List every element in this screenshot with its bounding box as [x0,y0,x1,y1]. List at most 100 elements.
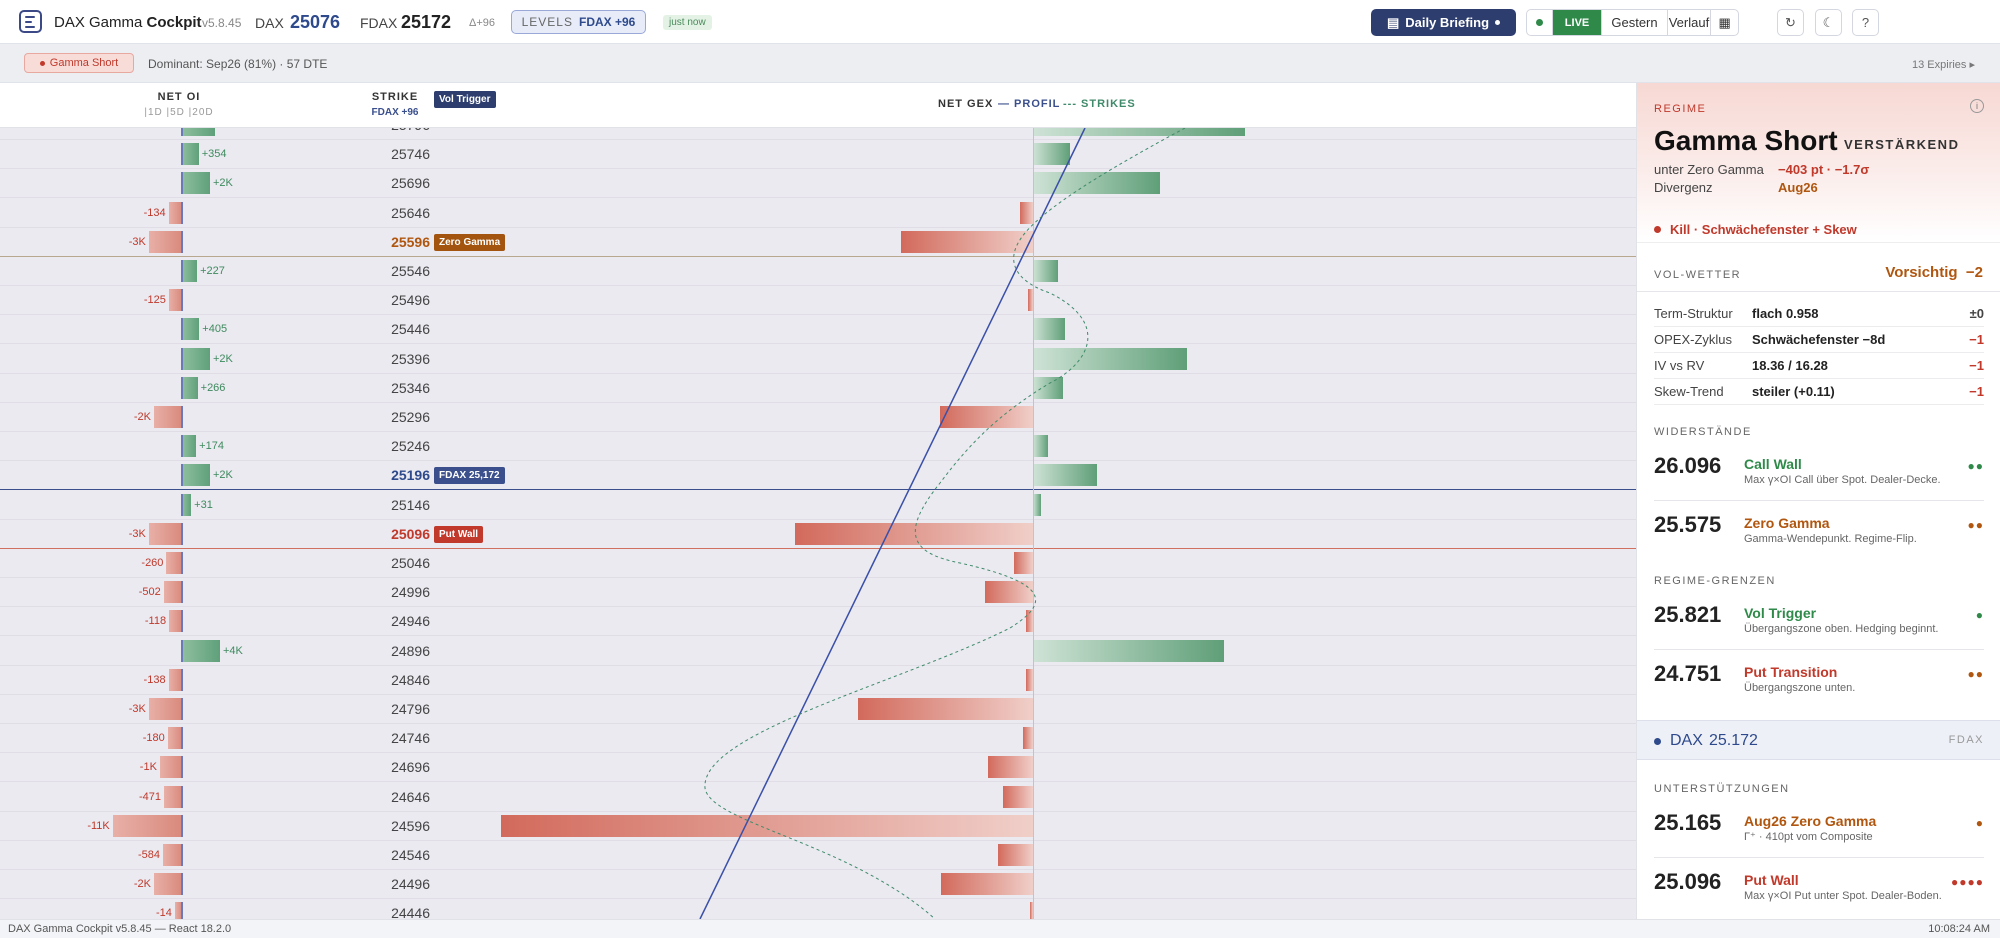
oi-bar [166,552,182,574]
ladder-row[interactable]: -118 24946 [0,607,1636,637]
oi-bar [182,639,220,662]
oi-axis [181,727,183,750]
expiries-toggle[interactable]: 13 Expiries ▸ [1912,59,1975,71]
ladder-row[interactable]: -2K 24496 [0,870,1636,900]
briefing-dot-icon [1495,20,1501,25]
ladder-row[interactable]: -584 24546 [0,841,1636,870]
verlauf-button[interactable]: Verlauf [1668,10,1712,35]
strike-value: 25196 [391,467,430,484]
gex-bar [500,814,1033,837]
oi-axis [181,902,183,919]
oi-bar [182,143,199,166]
daily-briefing-button[interactable]: ▤ Daily Briefing [1371,9,1516,36]
ladder-row[interactable]: -138 24846 [0,666,1636,695]
regime-pill[interactable]: Gamma Short [24,53,134,73]
strike-value: 24496 [391,876,430,893]
ladder-row[interactable]: -3K 25096 Put Wall [0,520,1636,549]
oi-bar [168,201,182,224]
help-button[interactable]: ? [1852,9,1879,36]
strike-value: 25546 [391,263,430,279]
ladder-row[interactable]: +31 25146 [0,491,1636,520]
ladder-row[interactable]: +2K 25396 [0,345,1636,374]
gex-bar [1033,318,1065,341]
oi-bar [174,902,182,919]
gex-bar [900,230,1033,253]
oi-label: -584 [137,849,161,861]
gex-bar [1003,785,1033,808]
profil-legend[interactable]: — PROFIL [998,98,1061,110]
level-value: 25.821 [1654,602,1722,627]
gex-bar [1033,260,1059,282]
fdax-delta: Δ+96 [469,17,496,29]
strike-value: 24546 [391,847,430,863]
ladder-row[interactable]: -125 25496 [0,286,1636,316]
oi-axis [181,873,183,896]
oi-label: +266 [200,381,226,394]
ladder-row[interactable]: +227 25546 [0,257,1636,286]
ladder-row[interactable]: -502 24996 [0,578,1636,608]
info-icon[interactable]: i [1970,99,1984,113]
vol-wetter-state: Vorsichtig −2 [1885,264,1983,281]
vol-wetter-key: IV vs RV [1654,358,1705,373]
strikes-legend[interactable]: --- STRIKES [1063,98,1136,110]
spot-instrument: FDAX [1948,734,1984,746]
oi-axis [181,814,183,837]
menu-icon[interactable] [19,10,42,33]
level-name: Aug26 Zero Gamma [1744,813,1877,829]
ladder-row[interactable]: +2K 25196 FDAX 25,172 [0,461,1636,491]
ladder-row[interactable]: -3K 25596 Zero Gamma [0,228,1636,257]
widerstaende-label: WIDERSTÄNDE [1654,426,1752,438]
gestern-button[interactable]: Gestern [1602,10,1668,35]
net-oi-timeframes[interactable]: |1D |5D |20D [144,107,214,118]
oi-bar [148,230,182,253]
strike-value: 24646 [391,788,430,805]
oi-bar [163,844,182,866]
oi-label: -260 [141,557,164,569]
ladder-row[interactable]: -11K 24596 [0,812,1636,841]
vol-wetter-row: Term-Struktur flach 0.958 ±0 [1654,301,1984,327]
oi-bar [169,610,182,633]
ladder-row[interactable]: -1K 24696 [0,753,1636,783]
ladder-row[interactable]: -134 25646 [0,199,1636,228]
vol-wetter-row: OPEX-Zyklus Schwächefenster −8d −1 [1654,327,1984,353]
ladder-row[interactable]: +2K 25696 [0,169,1636,199]
refresh-icon[interactable]: ↻ [1777,9,1804,36]
ladder-row[interactable]: +174 25246 [0,432,1636,462]
live-button[interactable]: LIVE [1552,10,1603,35]
gex-bar [1033,639,1224,662]
ladder-row[interactable]: +4K 24896 [0,637,1636,666]
freshness-badge: just now [663,15,712,30]
oi-bar [154,873,182,896]
levels-badge[interactable]: LEVELS FDAX +96 [511,10,646,34]
regime-title: Gamma Short [1654,125,1838,156]
ladder-row[interactable]: -180 24746 [0,724,1636,754]
oi-axis [181,756,183,779]
level-description: Gamma-Wendepunkt. Regime-Flip. [1744,533,1917,545]
oi-label: +2K [212,177,233,190]
ladder-row[interactable]: -14 24446 [0,899,1636,919]
ladder-row[interactable]: -260 25046 [0,549,1636,578]
moon-icon[interactable]: ☾ [1815,9,1842,36]
vol-wetter-score: −1 [1969,384,1984,399]
calendar-icon[interactable]: ▦ [1718,14,1731,30]
oi-axis [181,347,183,370]
ladder-row[interactable]: -2K 25296 [0,403,1636,432]
gex-bar [1033,347,1187,370]
gex-bar [1023,727,1033,750]
strike-value: 25096 [391,525,430,542]
ladder-row[interactable]: -471 24646 [0,783,1636,812]
oi-axis [181,464,183,487]
ladder-row[interactable]: +405 25446 [0,315,1636,345]
oi-label: +2K [212,352,233,365]
strike-tag: Put Wall [434,525,484,543]
oi-label: -502 [138,586,161,599]
level-description: Übergangszone oben. Hedging beginnt. [1744,623,1939,635]
oi-bar [167,727,182,750]
strike-value: 24746 [391,730,430,747]
strike-ladder: +3K25796+35425746+2K25696-13425646-3K255… [0,83,1636,919]
ladder-row[interactable]: +266 25346 [0,374,1636,403]
vol-wetter-key: OPEX-Zyklus [1654,332,1733,347]
ladder-row[interactable]: +354 25746 [0,140,1636,170]
ladder-row[interactable]: -3K 24796 [0,695,1636,724]
vol-wetter-row: Skew-Trend steiler (+0.11) −1 [1654,379,1984,405]
